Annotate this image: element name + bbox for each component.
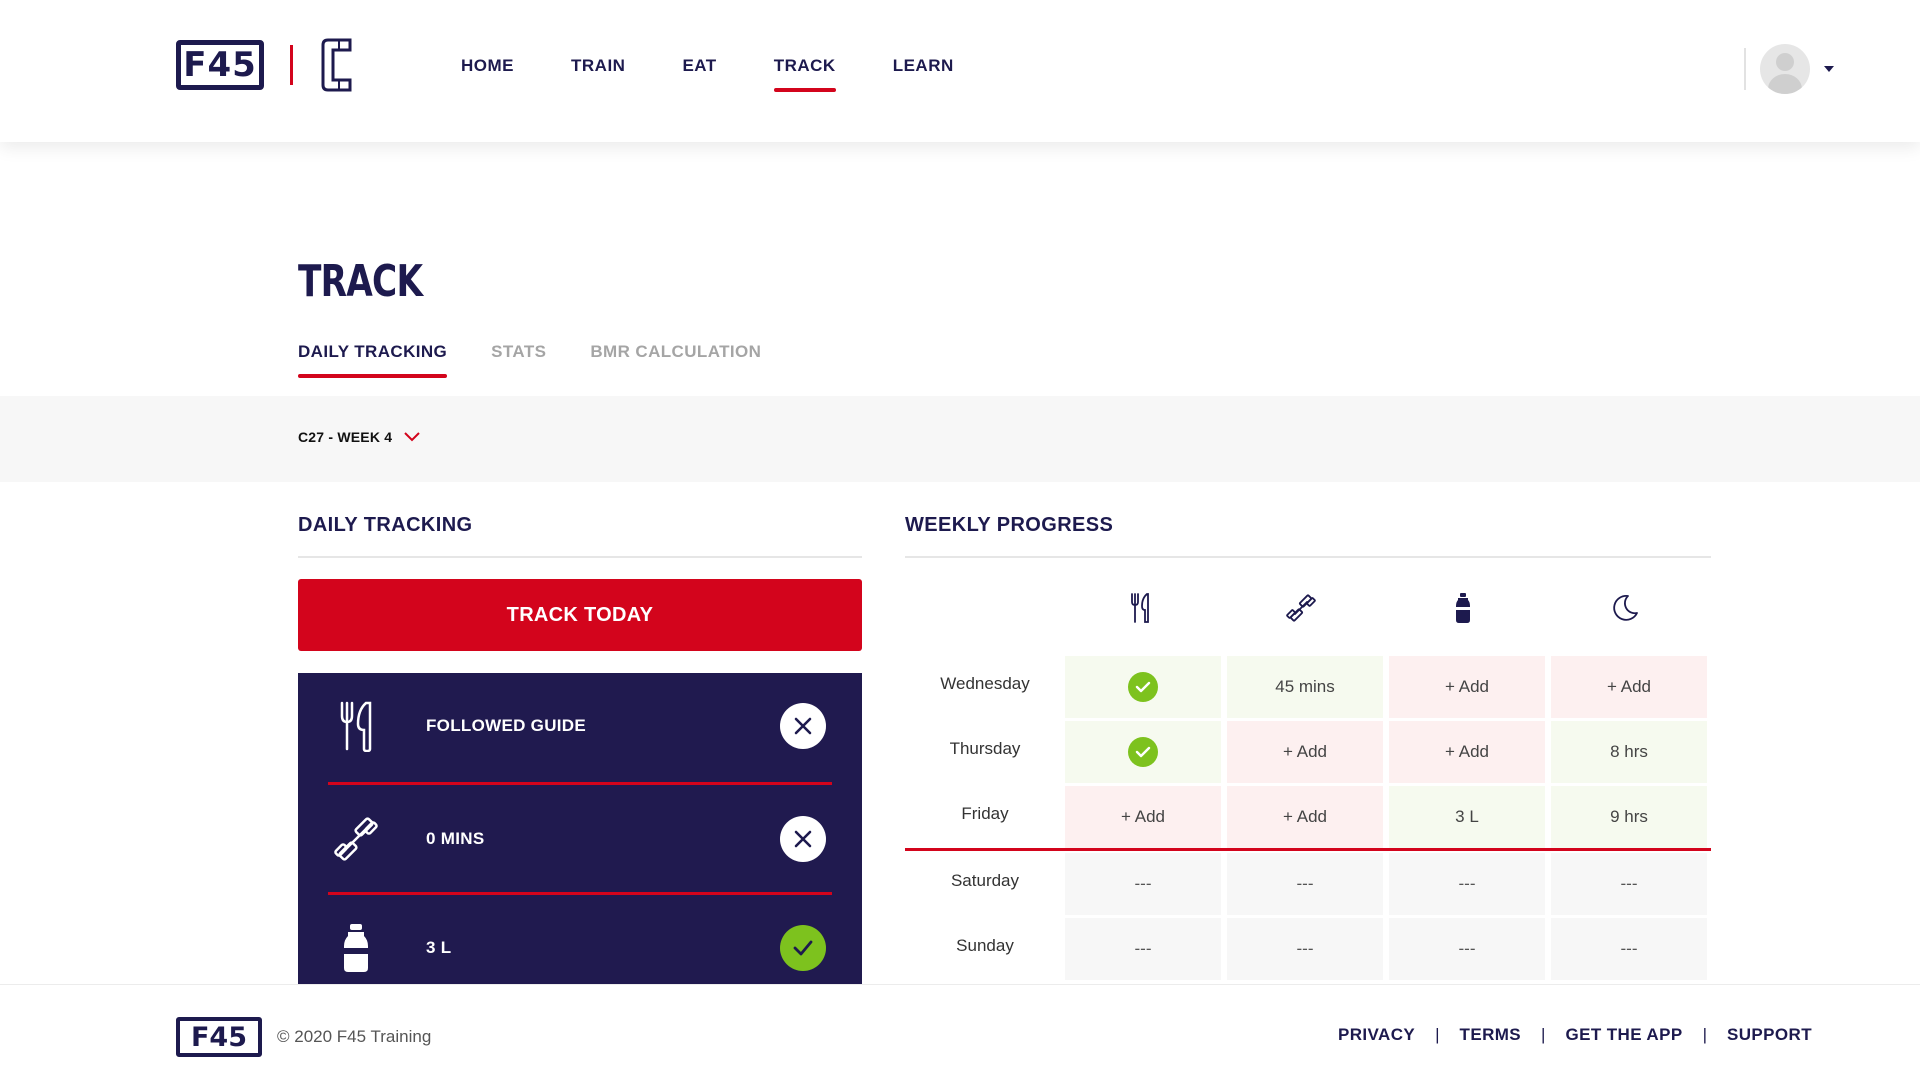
chevron-down-icon xyxy=(404,432,420,442)
progress-cell: --- xyxy=(1551,853,1707,915)
link-separator: | xyxy=(1541,1025,1546,1044)
nav-eat[interactable]: EAT xyxy=(682,56,717,75)
challenge-logo-icon[interactable] xyxy=(319,36,357,94)
nav-home[interactable]: HOME xyxy=(461,56,514,75)
tracking-item-water: 3 L xyxy=(328,895,832,985)
daily-tracking-divider xyxy=(298,556,862,558)
top-header: F45 HOME TRAIN EAT TRACK LEARN xyxy=(0,0,1920,142)
caret-down-icon[interactable] xyxy=(1824,66,1834,72)
main-nav: HOME TRAIN EAT TRACK LEARN xyxy=(461,56,954,92)
status-toggle[interactable] xyxy=(780,816,826,862)
close-icon xyxy=(794,717,812,735)
progress-cell[interactable] xyxy=(1065,721,1221,783)
footer: F45 © 2020 F45 Training PRIVACY | TERMS … xyxy=(0,984,1920,1080)
add-entry-button[interactable]: + Add xyxy=(1065,786,1221,848)
progress-cell: --- xyxy=(1227,853,1383,915)
footer-links: PRIVACY | TERMS | GET THE APP | SUPPORT xyxy=(1338,1025,1812,1045)
progress-cell[interactable]: 3 L xyxy=(1389,786,1545,848)
track-tabs: DAILY TRACKING STATS BMR CALCULATION xyxy=(298,342,761,378)
progress-cell: --- xyxy=(1389,853,1545,915)
nav-train[interactable]: TRAIN xyxy=(571,56,626,75)
tab-daily-tracking[interactable]: DAILY TRACKING xyxy=(298,342,448,378)
tab-stats[interactable]: STATS xyxy=(491,342,547,361)
daily-tracking-card: FOLLOWED GUIDE 0 MINS xyxy=(298,673,862,985)
week-label: C27 - WEEK 4 xyxy=(298,429,393,445)
support-link[interactable]: SUPPORT xyxy=(1727,1025,1812,1044)
weekly-progress-title: WEEKLY PROGRESS xyxy=(905,514,1114,536)
progress-cell: --- xyxy=(1065,853,1221,915)
add-entry-button[interactable]: + Add xyxy=(1551,656,1707,718)
progress-cell: --- xyxy=(1551,918,1707,980)
user-separator xyxy=(1744,48,1746,90)
add-entry-button[interactable]: + Add xyxy=(1227,721,1383,783)
progress-cell: --- xyxy=(1227,918,1383,980)
progress-cell[interactable] xyxy=(1065,656,1221,718)
status-toggle[interactable] xyxy=(780,925,826,971)
status-toggle[interactable] xyxy=(780,703,826,749)
tracking-item-label: 3 L xyxy=(426,938,452,957)
row-divider xyxy=(328,892,832,895)
link-separator: | xyxy=(1435,1025,1440,1044)
tracking-item-training: 0 MINS xyxy=(328,786,832,892)
brand[interactable]: F45 xyxy=(176,36,357,94)
moon-icon xyxy=(1550,578,1700,638)
nav-track[interactable]: TRACK xyxy=(773,56,836,92)
avatar[interactable] xyxy=(1760,44,1810,94)
tracking-item-guide: FOLLOWED GUIDE xyxy=(328,673,832,779)
add-entry-button[interactable]: + Add xyxy=(1389,721,1545,783)
checkmark-icon xyxy=(1128,672,1158,702)
day-label: Thursday xyxy=(949,739,1021,758)
copyright: © 2020 F45 Training xyxy=(277,1027,432,1046)
progress-cell: --- xyxy=(1065,918,1221,980)
user-menu[interactable] xyxy=(1744,44,1834,94)
water-bottle-icon xyxy=(328,920,384,976)
f45-logo[interactable]: F45 xyxy=(176,40,264,90)
week-selector[interactable]: C27 - WEEK 4 xyxy=(298,429,420,445)
tracking-item-label: FOLLOWED GUIDE xyxy=(426,716,587,735)
link-separator: | xyxy=(1702,1025,1708,1044)
close-icon xyxy=(794,830,812,848)
footer-f45-logo[interactable]: F45 xyxy=(176,1017,262,1057)
add-entry-button[interactable]: + Add xyxy=(1227,786,1383,848)
tracking-item-label: 0 MINS xyxy=(426,829,485,848)
day-label: Wednesday xyxy=(940,674,1030,693)
weekly-progress-divider xyxy=(905,556,1711,558)
dumbbell-icon xyxy=(1226,578,1376,638)
brand-separator xyxy=(290,45,293,85)
privacy-link[interactable]: PRIVACY xyxy=(1338,1025,1416,1044)
terms-link[interactable]: TERMS xyxy=(1459,1025,1522,1044)
nav-learn[interactable]: LEARN xyxy=(892,56,954,75)
daily-tracking-title: DAILY TRACKING xyxy=(298,514,473,536)
cutlery-icon xyxy=(1065,578,1215,638)
today-divider xyxy=(905,848,1711,851)
page-title: TRACK xyxy=(298,256,423,307)
progress-cell: --- xyxy=(1389,918,1545,980)
water-bottle-icon xyxy=(1388,578,1538,638)
day-label: Sunday xyxy=(956,936,1014,955)
progress-cell[interactable]: 45 mins xyxy=(1227,656,1383,718)
cutlery-icon xyxy=(328,698,384,754)
day-label: Friday xyxy=(961,804,1009,823)
dumbbell-icon xyxy=(328,811,384,867)
week-band: C27 - WEEK 4 xyxy=(0,396,1920,482)
checkmark-icon xyxy=(793,940,813,956)
row-divider xyxy=(328,782,832,785)
checkmark-icon xyxy=(1128,737,1158,767)
progress-cell[interactable]: 9 hrs xyxy=(1551,786,1707,848)
get-the-app-link[interactable]: GET THE APP xyxy=(1565,1025,1683,1044)
progress-cell[interactable]: 8 hrs xyxy=(1551,721,1707,783)
tab-bmr-calculation[interactable]: BMR CALCULATION xyxy=(590,342,762,361)
day-label: Saturday xyxy=(950,871,1020,890)
add-entry-button[interactable]: + Add xyxy=(1389,656,1545,718)
track-today-button[interactable]: TRACK TODAY xyxy=(298,579,862,651)
